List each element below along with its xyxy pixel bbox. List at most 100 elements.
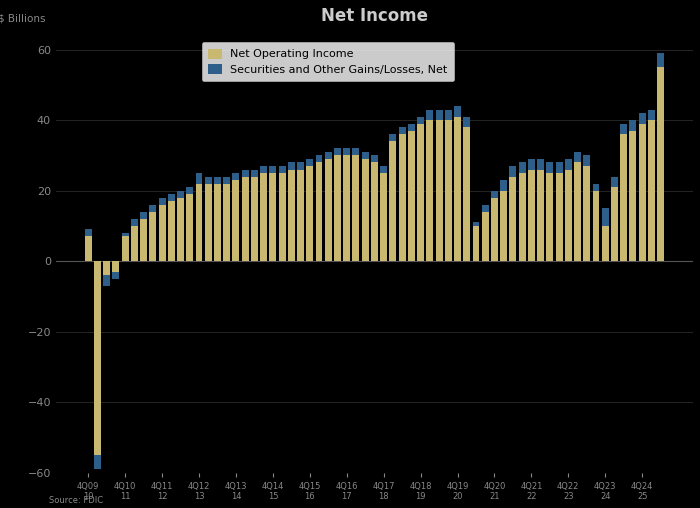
Bar: [620, 134, 627, 261]
Bar: [195, 173, 202, 183]
Bar: [435, 120, 442, 261]
Bar: [473, 223, 480, 226]
Bar: [602, 208, 609, 226]
Bar: [149, 205, 156, 212]
Bar: [371, 163, 378, 261]
Bar: [362, 159, 369, 261]
Bar: [500, 180, 507, 190]
Bar: [389, 141, 396, 261]
Bar: [241, 177, 248, 261]
Bar: [94, 455, 101, 469]
Bar: [140, 219, 147, 261]
Bar: [519, 163, 526, 173]
Bar: [426, 120, 433, 261]
Bar: [454, 106, 461, 117]
Bar: [602, 208, 609, 261]
Bar: [657, 67, 664, 261]
Bar: [408, 131, 415, 261]
Bar: [270, 166, 276, 173]
Bar: [426, 110, 433, 120]
Bar: [417, 117, 424, 123]
Bar: [463, 117, 470, 127]
Bar: [149, 212, 156, 261]
Bar: [547, 163, 553, 173]
Legend: Net Operating Income, Securities and Other Gains/Losses, Net: Net Operating Income, Securities and Oth…: [202, 42, 454, 81]
Bar: [241, 170, 248, 177]
Bar: [103, 275, 110, 286]
Bar: [510, 166, 517, 177]
Bar: [279, 166, 286, 173]
Bar: [491, 190, 498, 198]
Bar: [325, 152, 332, 159]
Bar: [648, 120, 655, 261]
Bar: [565, 159, 572, 170]
Bar: [408, 123, 415, 131]
Bar: [186, 187, 193, 194]
Bar: [353, 155, 359, 261]
Bar: [205, 183, 211, 261]
Bar: [482, 205, 489, 212]
Bar: [223, 177, 230, 183]
Bar: [279, 173, 286, 261]
Bar: [307, 166, 313, 261]
Bar: [417, 123, 424, 261]
Bar: [556, 163, 563, 173]
Bar: [565, 170, 572, 261]
Bar: [168, 194, 175, 201]
Bar: [122, 233, 129, 237]
Bar: [113, 261, 120, 272]
Bar: [214, 177, 221, 183]
Bar: [592, 183, 599, 261]
Bar: [232, 180, 239, 261]
Bar: [251, 170, 258, 177]
Bar: [638, 123, 645, 261]
Bar: [195, 183, 202, 261]
Bar: [574, 152, 581, 163]
Bar: [343, 155, 350, 261]
Bar: [463, 127, 470, 261]
Bar: [316, 163, 323, 261]
Bar: [574, 163, 581, 261]
Bar: [223, 183, 230, 261]
Bar: [648, 110, 655, 120]
Bar: [131, 219, 138, 226]
Bar: [94, 261, 101, 455]
Bar: [260, 166, 267, 173]
Bar: [353, 148, 359, 155]
Bar: [168, 201, 175, 261]
Bar: [528, 159, 535, 170]
Bar: [444, 110, 452, 120]
Bar: [251, 177, 258, 261]
Bar: [519, 173, 526, 261]
Bar: [454, 117, 461, 261]
Bar: [482, 212, 489, 261]
Bar: [316, 155, 323, 163]
Bar: [297, 163, 304, 170]
Bar: [547, 173, 553, 261]
Bar: [435, 110, 442, 120]
Bar: [583, 166, 590, 261]
Bar: [177, 190, 184, 198]
Bar: [343, 148, 350, 155]
Text: Source: FDIC: Source: FDIC: [49, 496, 103, 505]
Bar: [620, 123, 627, 134]
Bar: [85, 230, 92, 237]
Bar: [629, 120, 636, 131]
Bar: [270, 173, 276, 261]
Bar: [537, 159, 544, 170]
Bar: [389, 134, 396, 141]
Text: $ Billions: $ Billions: [0, 13, 46, 23]
Bar: [288, 170, 295, 261]
Bar: [297, 170, 304, 261]
Bar: [380, 173, 387, 261]
Bar: [131, 226, 138, 261]
Bar: [186, 194, 193, 261]
Bar: [214, 183, 221, 261]
Bar: [491, 198, 498, 261]
Bar: [371, 155, 378, 163]
Bar: [638, 113, 645, 123]
Bar: [583, 155, 590, 166]
Bar: [325, 159, 332, 261]
Bar: [177, 198, 184, 261]
Bar: [537, 170, 544, 261]
